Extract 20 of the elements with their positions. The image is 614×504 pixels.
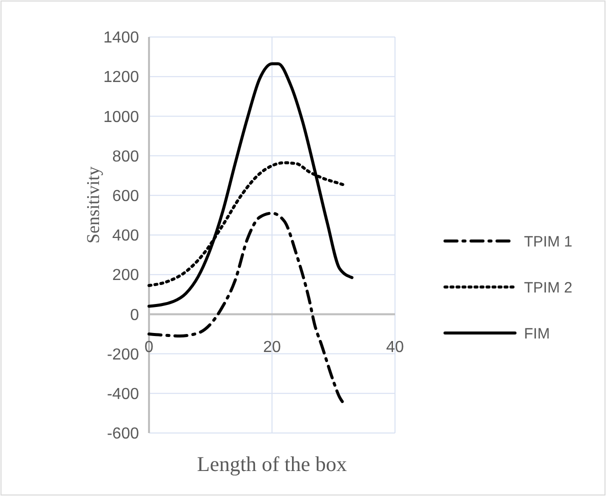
y-tick-label: 0 [130, 306, 140, 324]
y-tick-label: 200 [112, 267, 140, 284]
legend-label: TPIM 1 [524, 233, 572, 250]
y-tick-label: 1000 [103, 108, 140, 126]
y-tick-label: -200 [106, 346, 140, 364]
x-axis-title: Length of the box [197, 452, 348, 476]
y-tick-label: 1400 [103, 30, 140, 47]
line-series [148, 62, 354, 308]
x-tick-label: 0 [144, 339, 154, 356]
y-tick-label: -600 [106, 426, 140, 443]
legend-label: FIM [524, 325, 550, 342]
y-tick-label: -400 [106, 386, 140, 403]
x-tick-label: 40 [386, 339, 404, 356]
y-tick-label: 1200 [103, 69, 140, 86]
y-tick-label: 600 [112, 188, 140, 205]
y-axis-title: Sensitivity [83, 166, 103, 244]
y-tick-label: 800 [112, 148, 140, 166]
y-tick-label: 400 [112, 228, 140, 245]
legend-label: TPIM 2 [524, 279, 572, 296]
x-tick-label: 20 [263, 339, 281, 356]
